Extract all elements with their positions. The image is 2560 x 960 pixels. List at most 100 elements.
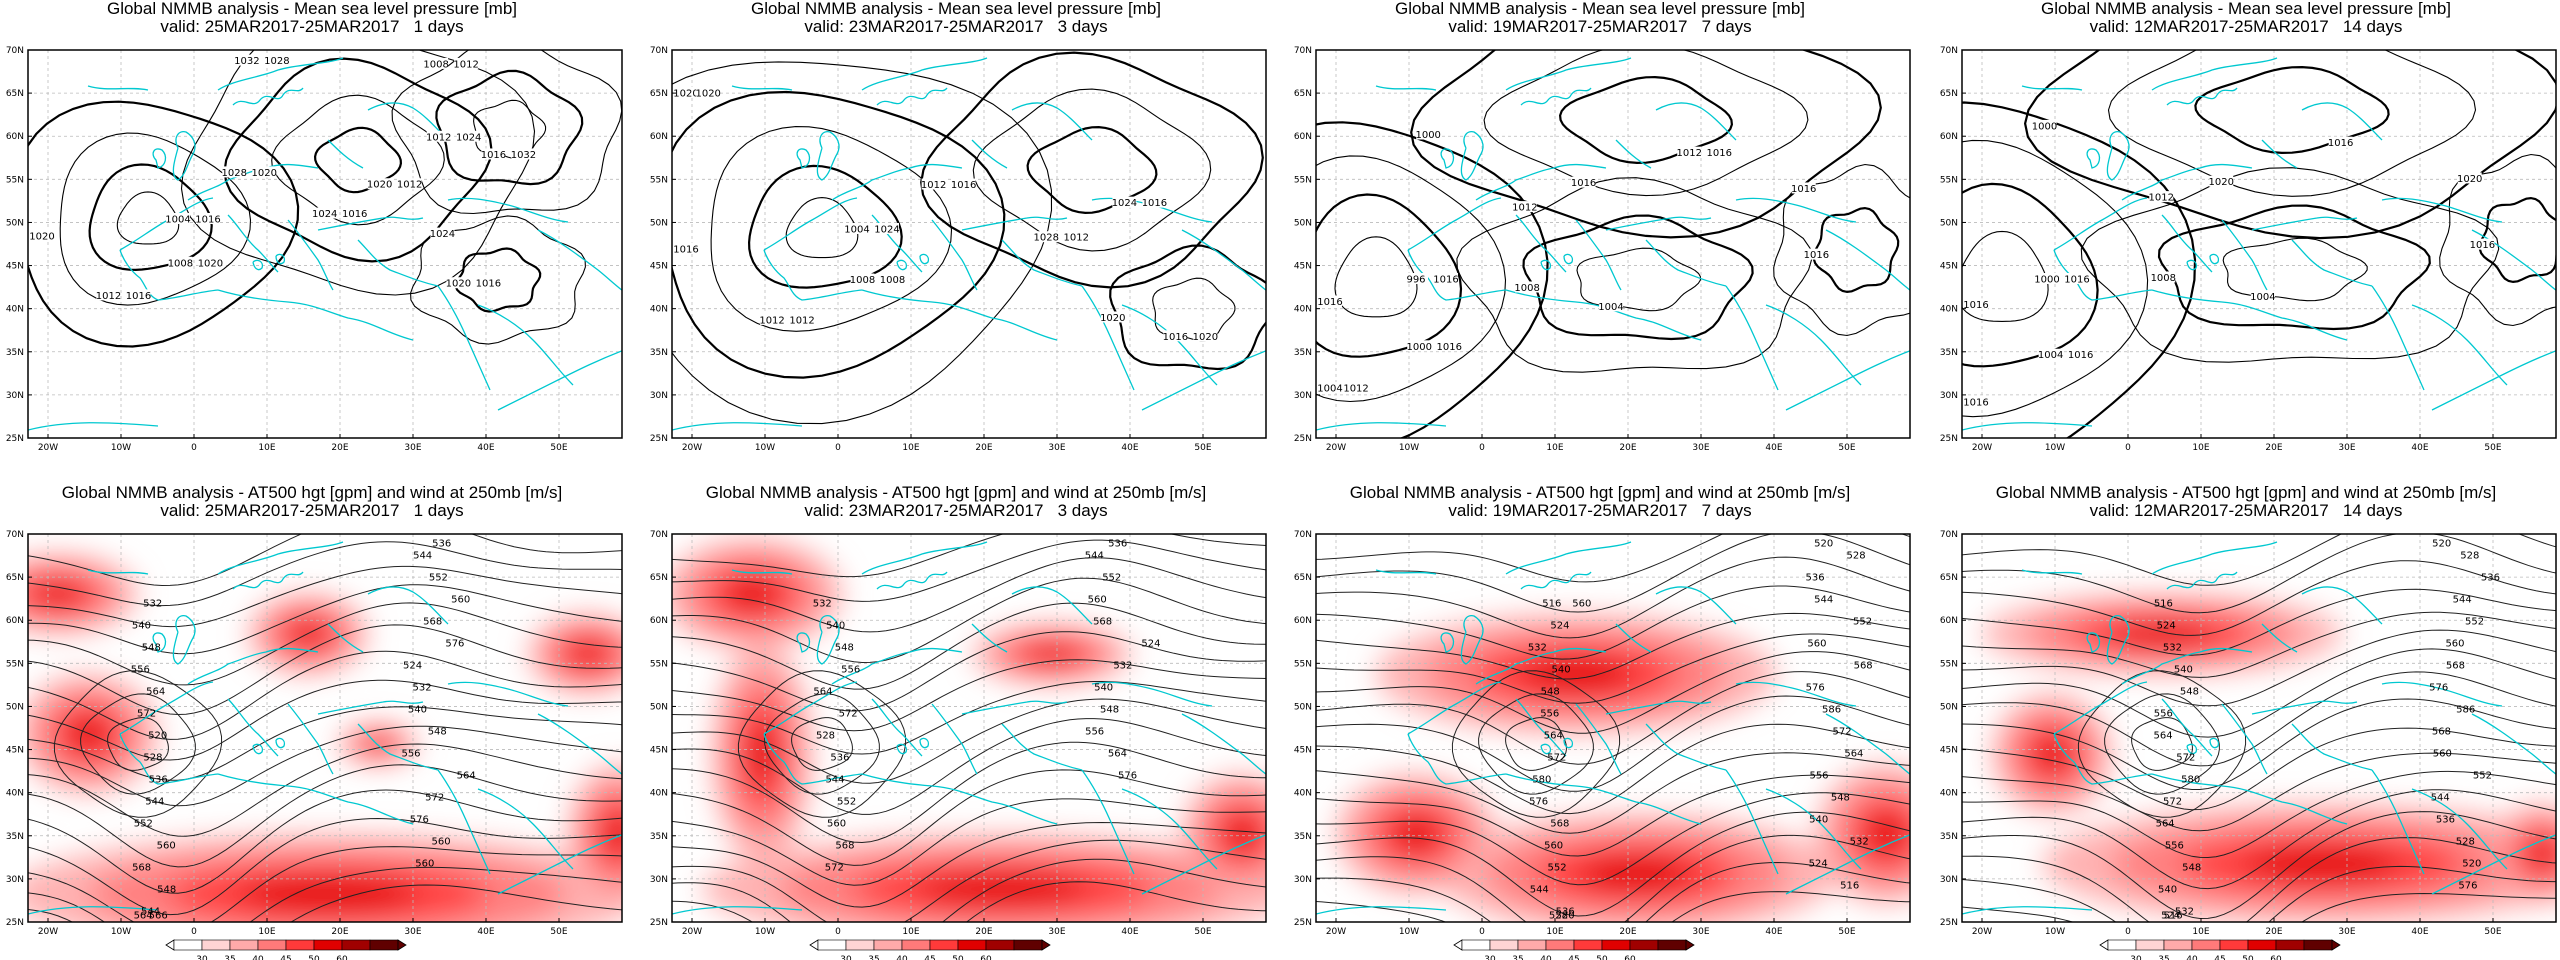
contour-label: 560 xyxy=(1544,841,1563,852)
contour-label: 1024 xyxy=(312,209,337,220)
geopotential-height-contours xyxy=(1316,534,1910,922)
colorbar-swatch xyxy=(1517,939,1547,951)
wind-jet-core xyxy=(748,723,776,785)
contour-label: 548 xyxy=(142,643,161,654)
contour-label: 536 xyxy=(830,753,849,764)
longitude-tick-label: 10W xyxy=(2045,443,2065,453)
contour-label: 1028 xyxy=(222,168,247,179)
contour-label: 1016 xyxy=(481,150,506,161)
contour-label: 536 xyxy=(432,539,451,550)
colorbar-swatch xyxy=(173,939,203,951)
coastline xyxy=(763,197,858,251)
contour-label: 520 xyxy=(2462,859,2481,870)
map-panel-mslp-14d: Global NMMB analysis - Mean sea level pr… xyxy=(1934,0,2558,453)
coastline xyxy=(1141,834,1266,895)
latitude-tick-label: 65N xyxy=(1294,573,1312,583)
height-contour xyxy=(672,769,1266,866)
coastline xyxy=(275,737,286,749)
contour-label: 1012 xyxy=(759,315,784,326)
coastline xyxy=(919,737,930,749)
contour-label: 576 xyxy=(410,815,429,826)
contour-label: 1016 xyxy=(673,244,698,255)
contour-label: 1004 xyxy=(1317,384,1342,395)
coastline xyxy=(1316,422,1447,431)
height-contour xyxy=(1451,670,1621,818)
contour-label: 568 xyxy=(2446,661,2465,672)
coastline xyxy=(1375,85,1437,91)
latitude-tick-label: 45N xyxy=(6,262,24,272)
coastline xyxy=(1505,289,1702,341)
coastline xyxy=(731,569,793,575)
contour-label: 560 xyxy=(157,841,176,852)
isobar xyxy=(710,126,953,332)
contour-label: 1020 xyxy=(29,231,54,242)
coastlines xyxy=(1962,57,2556,431)
colorbar-swatch xyxy=(369,939,399,951)
height-contour xyxy=(1962,811,2556,920)
longitude-tick-label: 10W xyxy=(755,927,775,937)
isobar xyxy=(1316,121,1549,438)
coastline xyxy=(2301,102,2383,141)
latitude-tick-label: 50N xyxy=(6,218,24,228)
colorbar-tick-label: 30 xyxy=(196,955,208,960)
contour-label: 544 xyxy=(1085,551,1104,562)
contour-label: 560 xyxy=(451,595,470,606)
isobar xyxy=(116,191,180,245)
panel-valid-period: valid: 25MAR2017-25MAR2017 1 days xyxy=(160,17,464,36)
contour-label: 524 xyxy=(403,661,422,672)
coastline xyxy=(1081,285,1135,391)
coastline xyxy=(119,733,219,785)
colorbar-swatch xyxy=(1545,939,1575,951)
contour-label: 520 xyxy=(148,731,167,742)
contour-label: 544 xyxy=(2453,595,2472,606)
longitude-tick-label: 20E xyxy=(1619,927,1636,937)
map-panel-z500-3d: Global NMMB analysis - AT500 hgt [gpm] a… xyxy=(644,484,1268,960)
contour-label: 536 xyxy=(2481,573,2500,584)
latitude-tick-label: 70N xyxy=(1294,46,1312,56)
coastline xyxy=(317,700,424,715)
isobar xyxy=(1456,177,1813,373)
height-contour xyxy=(1316,723,1910,815)
coastline xyxy=(2209,253,2220,265)
coastline xyxy=(2106,615,2130,665)
contour-label: 532 xyxy=(2175,907,2194,918)
height-contour xyxy=(1962,534,2556,586)
longitude-tick-label: 50E xyxy=(550,927,567,937)
coastline xyxy=(876,571,948,590)
contour-label: 556 xyxy=(1540,709,1559,720)
coastline xyxy=(1962,906,2093,915)
coastline xyxy=(87,569,149,575)
coastline xyxy=(896,743,908,755)
coastline xyxy=(861,57,988,91)
latitude-tick-label: 65N xyxy=(1940,89,1958,99)
latitude-tick-label: 40N xyxy=(1294,789,1312,799)
map-frame xyxy=(1315,49,1911,439)
height-contour xyxy=(2131,717,2193,771)
coastlines xyxy=(672,541,1266,915)
coastline xyxy=(187,163,319,201)
isobar xyxy=(1962,230,2049,322)
contour-label: 548 xyxy=(2180,687,2199,698)
height-contour xyxy=(1962,865,2556,922)
coastline xyxy=(252,743,264,755)
wind-jet-core xyxy=(1520,657,1632,691)
coastline xyxy=(227,698,279,757)
lat-lon-grid xyxy=(672,534,1266,922)
coastline xyxy=(2291,723,2373,771)
coastlines xyxy=(28,541,622,915)
coastline xyxy=(2053,681,2148,735)
colorbar-swatch xyxy=(2135,939,2165,951)
contour-label: 556 xyxy=(1085,727,1104,738)
height-contour xyxy=(2104,693,2220,795)
latitude-tick-label: 70N xyxy=(650,46,668,56)
colorbar-tick-label: 45 xyxy=(924,955,935,960)
height-contour xyxy=(1962,752,2556,832)
wind-jet-core xyxy=(238,877,418,911)
coastline xyxy=(2471,713,2556,775)
isobar xyxy=(391,50,622,215)
contour-label: 540 xyxy=(1809,815,1828,826)
wind-speed-shading xyxy=(672,539,1266,922)
wind-speed-colorbar: 30 35 40 45 50 60 xyxy=(809,939,1051,960)
contour-label: 1028 xyxy=(264,56,289,67)
coastline xyxy=(327,139,364,169)
